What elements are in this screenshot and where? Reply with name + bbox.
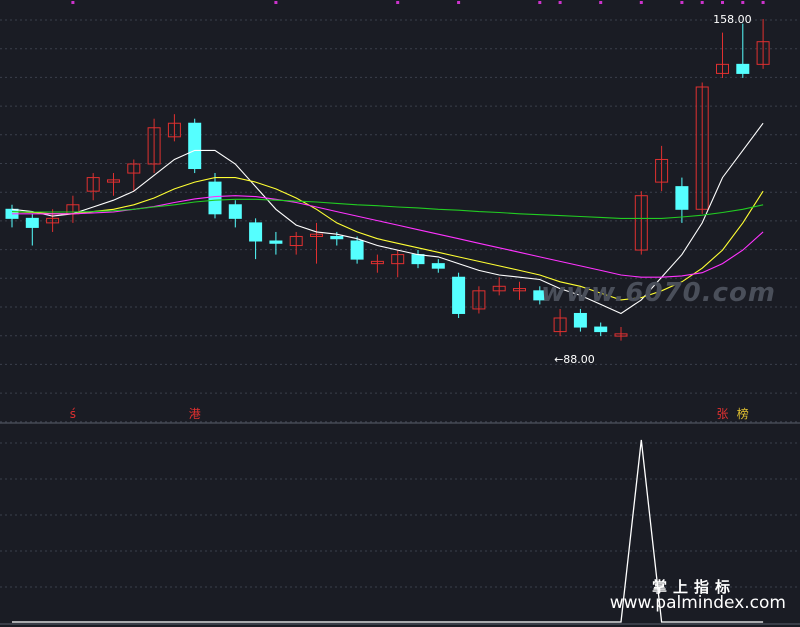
signal-label: ś (70, 407, 76, 421)
top-marker (721, 1, 724, 4)
candle-body (634, 195, 648, 251)
indicator-line (12, 439, 764, 623)
candle-body (330, 235, 344, 240)
candle-body (391, 254, 405, 265)
top-marker (639, 1, 643, 4)
watermark-site-6070: www.6070.com (541, 278, 776, 308)
top-marker (71, 1, 75, 4)
price-annotation: 158.00 (713, 13, 752, 26)
candles (5, 19, 770, 341)
annotations: 158.00 ←88.00 ś 港 张榜 (70, 1, 765, 421)
ma-line (11, 122, 764, 315)
candle-body (594, 326, 608, 333)
candle-body (86, 177, 100, 192)
candle-body (533, 290, 547, 301)
candle-body (431, 263, 445, 269)
top-marker (680, 1, 684, 4)
candle-body (452, 276, 466, 314)
candle-body (513, 288, 526, 292)
grid-lines (0, 19, 800, 625)
price-annotation: ←88.00 (554, 353, 595, 366)
candle-body (188, 122, 202, 170)
candle-body (655, 158, 669, 183)
top-marker (457, 1, 461, 4)
candle-body (269, 240, 283, 244)
top-marker (741, 1, 745, 4)
top-marker (538, 1, 542, 4)
candle-body (310, 233, 323, 237)
candle-body (127, 163, 141, 174)
signal-label: 港 (189, 407, 201, 421)
ma-line (11, 177, 764, 301)
top-marker (396, 1, 400, 4)
candle-body (695, 86, 709, 210)
top-marker (599, 1, 603, 4)
candle-body (147, 127, 161, 165)
candle-body (228, 204, 242, 219)
candle-body (411, 254, 425, 265)
top-marker (700, 1, 704, 4)
candle-body (46, 217, 60, 224)
ma-line (12, 195, 764, 278)
candle-body (249, 222, 263, 242)
watermark-title: 掌上指标 (651, 578, 736, 596)
candle-body (492, 285, 506, 292)
candle-body (675, 186, 689, 210)
candle-body (289, 235, 303, 247)
candle-body (350, 240, 364, 260)
signal-label: 张 (716, 407, 728, 421)
candle-body (736, 63, 750, 74)
candle-body (370, 260, 384, 265)
candle-body (573, 312, 587, 328)
indicator-panel (12, 439, 764, 623)
top-marker (558, 1, 562, 4)
candle-body (25, 217, 39, 228)
candle-body (614, 333, 628, 337)
candle-body (208, 181, 222, 215)
signal-label: 榜 (737, 406, 749, 421)
watermark-site-palmindex: www.palmindex.com (609, 593, 786, 613)
candle-body (553, 317, 567, 333)
candle-body (756, 41, 770, 65)
ma-line (11, 198, 764, 219)
top-marker (274, 1, 278, 4)
top-marker (761, 1, 765, 4)
candle-body (472, 290, 486, 310)
candle-body (107, 179, 120, 183)
candle-body (167, 122, 181, 138)
candle-body (716, 63, 729, 74)
moving-averages (11, 122, 764, 315)
